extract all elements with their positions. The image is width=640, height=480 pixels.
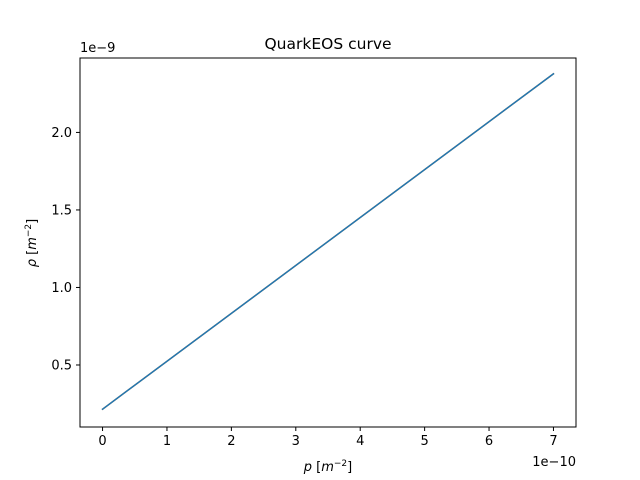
- x-tick-label: 1: [163, 434, 171, 449]
- plot-area-frame: [79, 57, 577, 428]
- x-tick-label: 7: [549, 434, 557, 449]
- y-axis-label: ρ [m−2]: [24, 219, 40, 268]
- y-tick-label: 0.5: [51, 358, 72, 373]
- x-tick-label: 5: [420, 434, 428, 449]
- x-tick-label: 4: [356, 434, 364, 449]
- y-axis-offset-text: 1e−9: [80, 41, 115, 56]
- x-axis-offset-text: 1e−10: [532, 455, 576, 470]
- x-axis-ticks: 0 1 2 3 4 5 6 7: [98, 427, 558, 449]
- y-tick-label: 2.0: [51, 126, 72, 141]
- x-tick-label: 0: [98, 434, 106, 449]
- x-tick-label: 2: [227, 434, 235, 449]
- y-tick-label: 1.0: [51, 281, 72, 296]
- series-layer: [101, 72, 555, 411]
- x-tick-label: 3: [292, 434, 300, 449]
- chart-title: QuarkEOS curve: [264, 35, 391, 53]
- series-line-2: [101, 72, 555, 411]
- y-axis-ticks: 0.5 1.0 1.5 2.0: [51, 126, 80, 373]
- x-tick-label: 6: [485, 434, 493, 449]
- x-axis-label: p [m−2]: [303, 459, 353, 475]
- y-tick-label: 1.5: [51, 203, 72, 218]
